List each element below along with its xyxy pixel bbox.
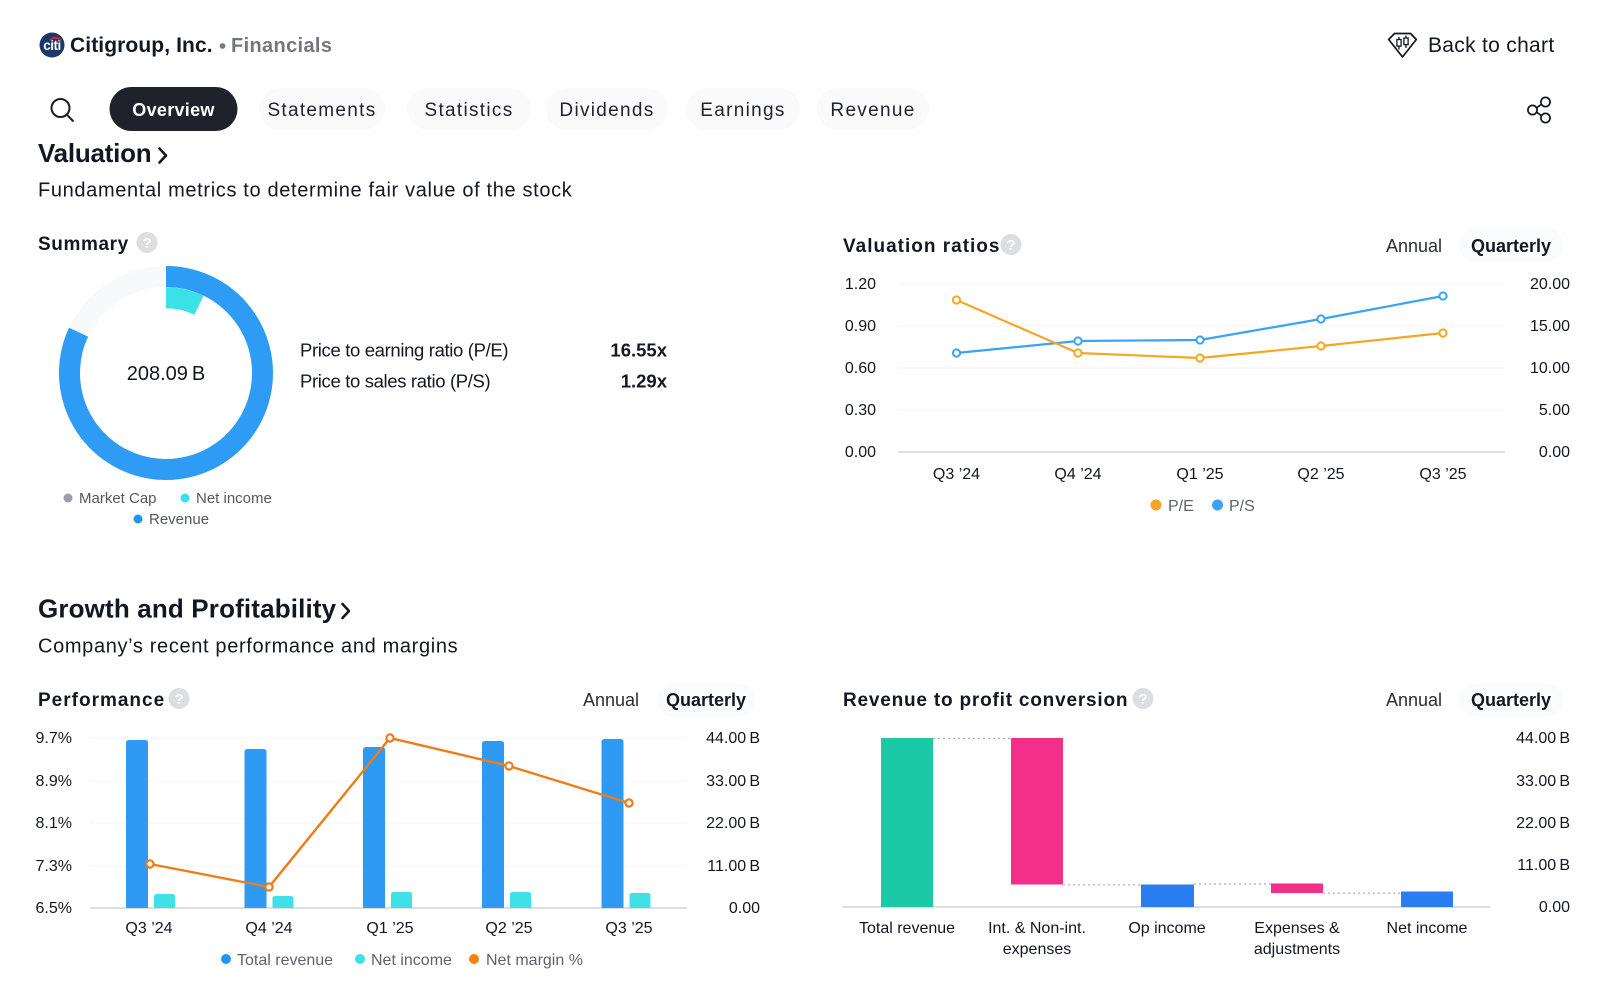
svg-text:15.00: 15.00 [1530, 318, 1570, 335]
svg-text:Overview: Overview [132, 100, 215, 120]
svg-text:Q3 ’24: Q3 ’24 [125, 920, 172, 937]
svg-text:P/S: P/S [1229, 498, 1255, 515]
svg-text:0.00: 0.00 [845, 444, 876, 461]
svg-text:Growth and Profitability: Growth and Profitability [38, 594, 337, 624]
svg-text:Net margin %: Net margin % [486, 952, 583, 969]
svg-text:Revenue: Revenue [149, 511, 209, 528]
svg-text:Quarterly: Quarterly [666, 690, 746, 710]
svg-text:20.00: 20.00 [1530, 276, 1570, 293]
svg-text:?: ? [1138, 691, 1147, 708]
svg-text:7.3%: 7.3% [36, 858, 72, 875]
svg-text:Int. & Non-int.: Int. & Non-int. [988, 920, 1086, 937]
svg-text:0.00: 0.00 [1539, 444, 1570, 461]
svg-text:Price to earning ratio (P/E): Price to earning ratio (P/E) [300, 340, 508, 361]
svg-text:1.29x: 1.29x [621, 371, 668, 392]
svg-text:Op income: Op income [1128, 920, 1205, 937]
svg-text:Total revenue: Total revenue [237, 952, 333, 969]
svg-text:Financials: Financials [231, 35, 332, 57]
svg-text:Q4 ’24: Q4 ’24 [1054, 466, 1101, 483]
svg-text:10.00: 10.00 [1530, 360, 1570, 377]
svg-text:11.00 B: 11.00 B [1517, 857, 1570, 874]
svg-text:Net income: Net income [196, 490, 272, 507]
svg-text:Revenue: Revenue [830, 100, 915, 121]
svg-text:Q1 ’25: Q1 ’25 [366, 920, 413, 937]
svg-text:Q3 ’25: Q3 ’25 [1419, 466, 1466, 483]
svg-text:Quarterly: Quarterly [1471, 236, 1551, 256]
svg-text:Total revenue: Total revenue [859, 920, 955, 937]
svg-text:44.00 B: 44.00 B [706, 730, 760, 747]
svg-text:Net income: Net income [371, 952, 452, 969]
svg-text:0.60: 0.60 [845, 360, 876, 377]
svg-text:0.90: 0.90 [845, 318, 876, 335]
svg-text:Earnings: Earnings [700, 100, 785, 121]
svg-text:Valuation ratios: Valuation ratios [843, 236, 1000, 257]
svg-text:8.1%: 8.1% [36, 815, 72, 832]
svg-text:0.00: 0.00 [729, 900, 760, 917]
svg-text:208.09 B: 208.09 B [127, 363, 206, 385]
svg-text:Quarterly: Quarterly [1471, 690, 1551, 710]
svg-text:0.00: 0.00 [1539, 899, 1570, 916]
svg-text:44.00 B: 44.00 B [1516, 730, 1570, 747]
svg-text:1.20: 1.20 [845, 276, 876, 293]
svg-text:Annual: Annual [583, 690, 639, 710]
svg-text:Performance: Performance [38, 690, 165, 711]
svg-text:33.00 B: 33.00 B [706, 773, 760, 790]
svg-text:8.9%: 8.9% [36, 773, 72, 790]
svg-text:Q1 ’25: Q1 ’25 [1176, 466, 1223, 483]
svg-text:?: ? [174, 691, 183, 708]
svg-text:33.00 B: 33.00 B [1516, 773, 1570, 790]
svg-text:Expenses &: Expenses & [1254, 920, 1340, 937]
svg-text:22.00 B: 22.00 B [1516, 815, 1570, 832]
svg-text:Market Cap: Market Cap [79, 490, 157, 507]
svg-text:Annual: Annual [1386, 236, 1442, 256]
svg-text:Citigroup, Inc.: Citigroup, Inc. [70, 34, 213, 57]
svg-text:11.00 B: 11.00 B [707, 858, 760, 875]
svg-text:Price to sales ratio (P/S): Price to sales ratio (P/S) [300, 371, 491, 392]
svg-text:Q4 ’24: Q4 ’24 [245, 920, 292, 937]
svg-text:citi: citi [43, 38, 61, 53]
svg-text:Company’s recent performance a: Company’s recent performance and margins [38, 636, 458, 658]
svg-text:adjustments: adjustments [1254, 941, 1340, 958]
svg-text:expenses: expenses [1003, 941, 1072, 958]
svg-text:Back to chart: Back to chart [1428, 34, 1554, 57]
svg-text:9.7%: 9.7% [36, 730, 72, 747]
svg-text:Dividends: Dividends [559, 100, 654, 121]
svg-text:Revenue to profit conversion: Revenue to profit conversion [843, 690, 1128, 711]
svg-text:0.30: 0.30 [845, 402, 876, 419]
svg-text:?: ? [1006, 237, 1015, 254]
svg-text:Q3 ’25: Q3 ’25 [605, 920, 652, 937]
svg-text:Summary: Summary [38, 234, 129, 255]
svg-text:5.00: 5.00 [1539, 402, 1570, 419]
svg-text:Statistics: Statistics [424, 100, 513, 121]
svg-text:Q3 ’24: Q3 ’24 [933, 466, 980, 483]
svg-text:?: ? [142, 235, 151, 252]
svg-text:Statements: Statements [267, 100, 376, 121]
svg-text:P/E: P/E [1168, 498, 1194, 515]
svg-text:Net income: Net income [1387, 920, 1468, 937]
svg-text:Annual: Annual [1386, 690, 1442, 710]
svg-text:6.5%: 6.5% [36, 900, 72, 917]
svg-text:Valuation: Valuation [38, 138, 151, 168]
svg-text:22.00 B: 22.00 B [706, 815, 760, 832]
svg-text:16.55x: 16.55x [610, 340, 667, 361]
svg-text:Fundamental metrics to determi: Fundamental metrics to determine fair va… [38, 180, 573, 202]
svg-text:Q2 ’25: Q2 ’25 [485, 920, 532, 937]
svg-text:Q2 ’25: Q2 ’25 [1297, 466, 1344, 483]
